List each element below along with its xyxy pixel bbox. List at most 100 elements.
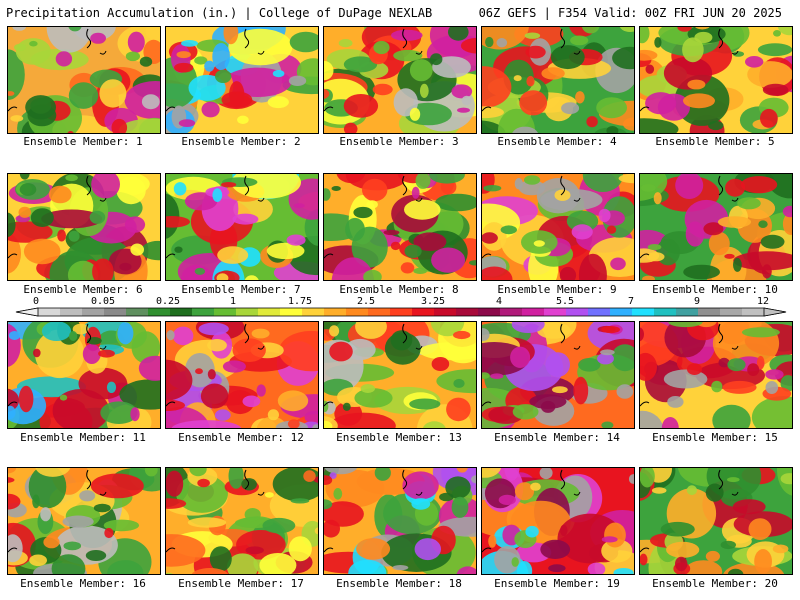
ensemble-member-label: Ensemble Member: 9 <box>497 283 617 296</box>
colorbar-segment <box>632 308 655 316</box>
colorbar-tick-label: 5.5 <box>555 296 575 307</box>
border-line <box>482 345 581 407</box>
colorbar-segment <box>236 308 259 316</box>
colorbar-tick-label: 0.05 <box>90 296 116 307</box>
ensemble-member-map-5 <box>639 26 793 134</box>
ensemble-member-label: Ensemble Member: 14 <box>494 431 620 444</box>
colorbar-segment <box>478 308 501 316</box>
colorbar-segment <box>544 308 567 316</box>
border-line <box>324 345 423 407</box>
ensemble-member-map-9 <box>481 173 635 281</box>
valid-time-label: 06Z GEFS | F354 Valid: 00Z FRI JUN 20 20… <box>478 6 782 20</box>
ensemble-member-label: Ensemble Member: 15 <box>652 431 778 444</box>
ensemble-member-label: Ensemble Member: 4 <box>497 135 617 148</box>
coastline-line <box>560 469 566 490</box>
map-title: Precipitation Accumulation (in.) | Colle… <box>6 6 433 20</box>
border-line <box>482 197 581 259</box>
colorbar-segment <box>346 308 369 316</box>
coastline-line <box>402 175 408 196</box>
border-line <box>8 197 107 259</box>
ensemble-member-map-2 <box>165 26 319 134</box>
colorbar-segment <box>566 308 589 316</box>
colorbar-segment <box>192 308 215 316</box>
colorbar-tick-label: 4 <box>495 296 503 307</box>
colorbar-tick-label: 0 <box>32 296 40 307</box>
ensemble-member-label: Ensemble Member: 7 <box>181 283 301 296</box>
coastline-line <box>718 28 724 49</box>
colorbar-left-arrow <box>15 307 39 317</box>
colorbar-segment <box>104 308 127 316</box>
ensemble-member-map-1 <box>7 26 161 134</box>
ensemble-member-map-15 <box>639 321 793 429</box>
colorbar-tick-label: 9 <box>693 296 701 307</box>
ensemble-member-map-12 <box>165 321 319 429</box>
precipitation-colorbar <box>15 307 787 317</box>
ensemble-member-label: Ensemble Member: 11 <box>20 431 146 444</box>
ensemble-member-map-13 <box>323 321 477 429</box>
ensemble-member-label: Ensemble Member: 19 <box>494 577 620 590</box>
border-line <box>324 197 423 259</box>
colorbar-tick-label: 3.25 <box>420 296 446 307</box>
ensemble-member-map-6 <box>7 173 161 281</box>
coastline-line <box>86 28 92 49</box>
coastline-line <box>86 175 92 196</box>
ensemble-member-label: Ensemble Member: 1 <box>23 135 143 148</box>
ensemble-member-map-7 <box>165 173 319 281</box>
ensemble-member-label: Ensemble Member: 8 <box>339 283 459 296</box>
colorbar-segment <box>588 308 611 316</box>
border-line <box>166 197 265 259</box>
border-line <box>482 491 581 553</box>
ensemble-member-label: Ensemble Member: 17 <box>178 577 304 590</box>
colorbar-segment <box>126 308 149 316</box>
border-line <box>640 197 739 259</box>
colorbar-segment <box>302 308 325 316</box>
ensemble-member-map-16 <box>7 467 161 575</box>
ensemble-member-map-8 <box>323 173 477 281</box>
colorbar-segment <box>368 308 391 316</box>
border-line <box>482 50 581 112</box>
border-line <box>166 345 265 407</box>
colorbar-tick-label: 0.25 <box>155 296 181 307</box>
border-line <box>324 491 423 553</box>
ensemble-member-map-11 <box>7 321 161 429</box>
colorbar-segment <box>456 308 479 316</box>
ensemble-member-map-20 <box>639 467 793 575</box>
coastline-line <box>244 323 250 344</box>
ensemble-member-label: Ensemble Member: 3 <box>339 135 459 148</box>
ensemble-member-map-3 <box>323 26 477 134</box>
coastline-line <box>402 469 408 490</box>
colorbar-tick-label: 2.5 <box>356 296 376 307</box>
colorbar-segment <box>170 308 193 316</box>
ensemble-member-map-18 <box>323 467 477 575</box>
colorbar-segment <box>434 308 457 316</box>
coastline-line <box>402 323 408 344</box>
coastline-line <box>86 469 92 490</box>
border-line <box>166 491 265 553</box>
coastline-line <box>560 175 566 196</box>
ensemble-member-label: Ensemble Member: 10 <box>652 283 778 296</box>
ensemble-member-map-10 <box>639 173 793 281</box>
ensemble-member-map-14 <box>481 321 635 429</box>
colorbar-segment <box>522 308 545 316</box>
coastline-line <box>560 28 566 49</box>
coastline-line <box>244 28 250 49</box>
colorbar-segment <box>82 308 105 316</box>
colorbar-segment <box>214 308 237 316</box>
colorbar-tick-label: 1 <box>229 296 237 307</box>
ensemble-member-label: Ensemble Member: 18 <box>336 577 462 590</box>
coastline-line <box>244 175 250 196</box>
colorbar-segment <box>500 308 523 316</box>
colorbar-segment <box>60 308 83 316</box>
colorbar-tick-label: 1.75 <box>287 296 313 307</box>
border-line <box>166 50 265 112</box>
border-line <box>640 491 739 553</box>
colorbar-right-arrow <box>763 307 787 317</box>
colorbar-segment <box>412 308 435 316</box>
ensemble-member-label: Ensemble Member: 20 <box>652 577 778 590</box>
coastline-line <box>718 469 724 490</box>
colorbar-segment <box>38 308 61 316</box>
colorbar-segment <box>148 308 171 316</box>
ensemble-member-label: Ensemble Member: 13 <box>336 431 462 444</box>
colorbar-segment <box>258 308 281 316</box>
border-line <box>8 491 107 553</box>
